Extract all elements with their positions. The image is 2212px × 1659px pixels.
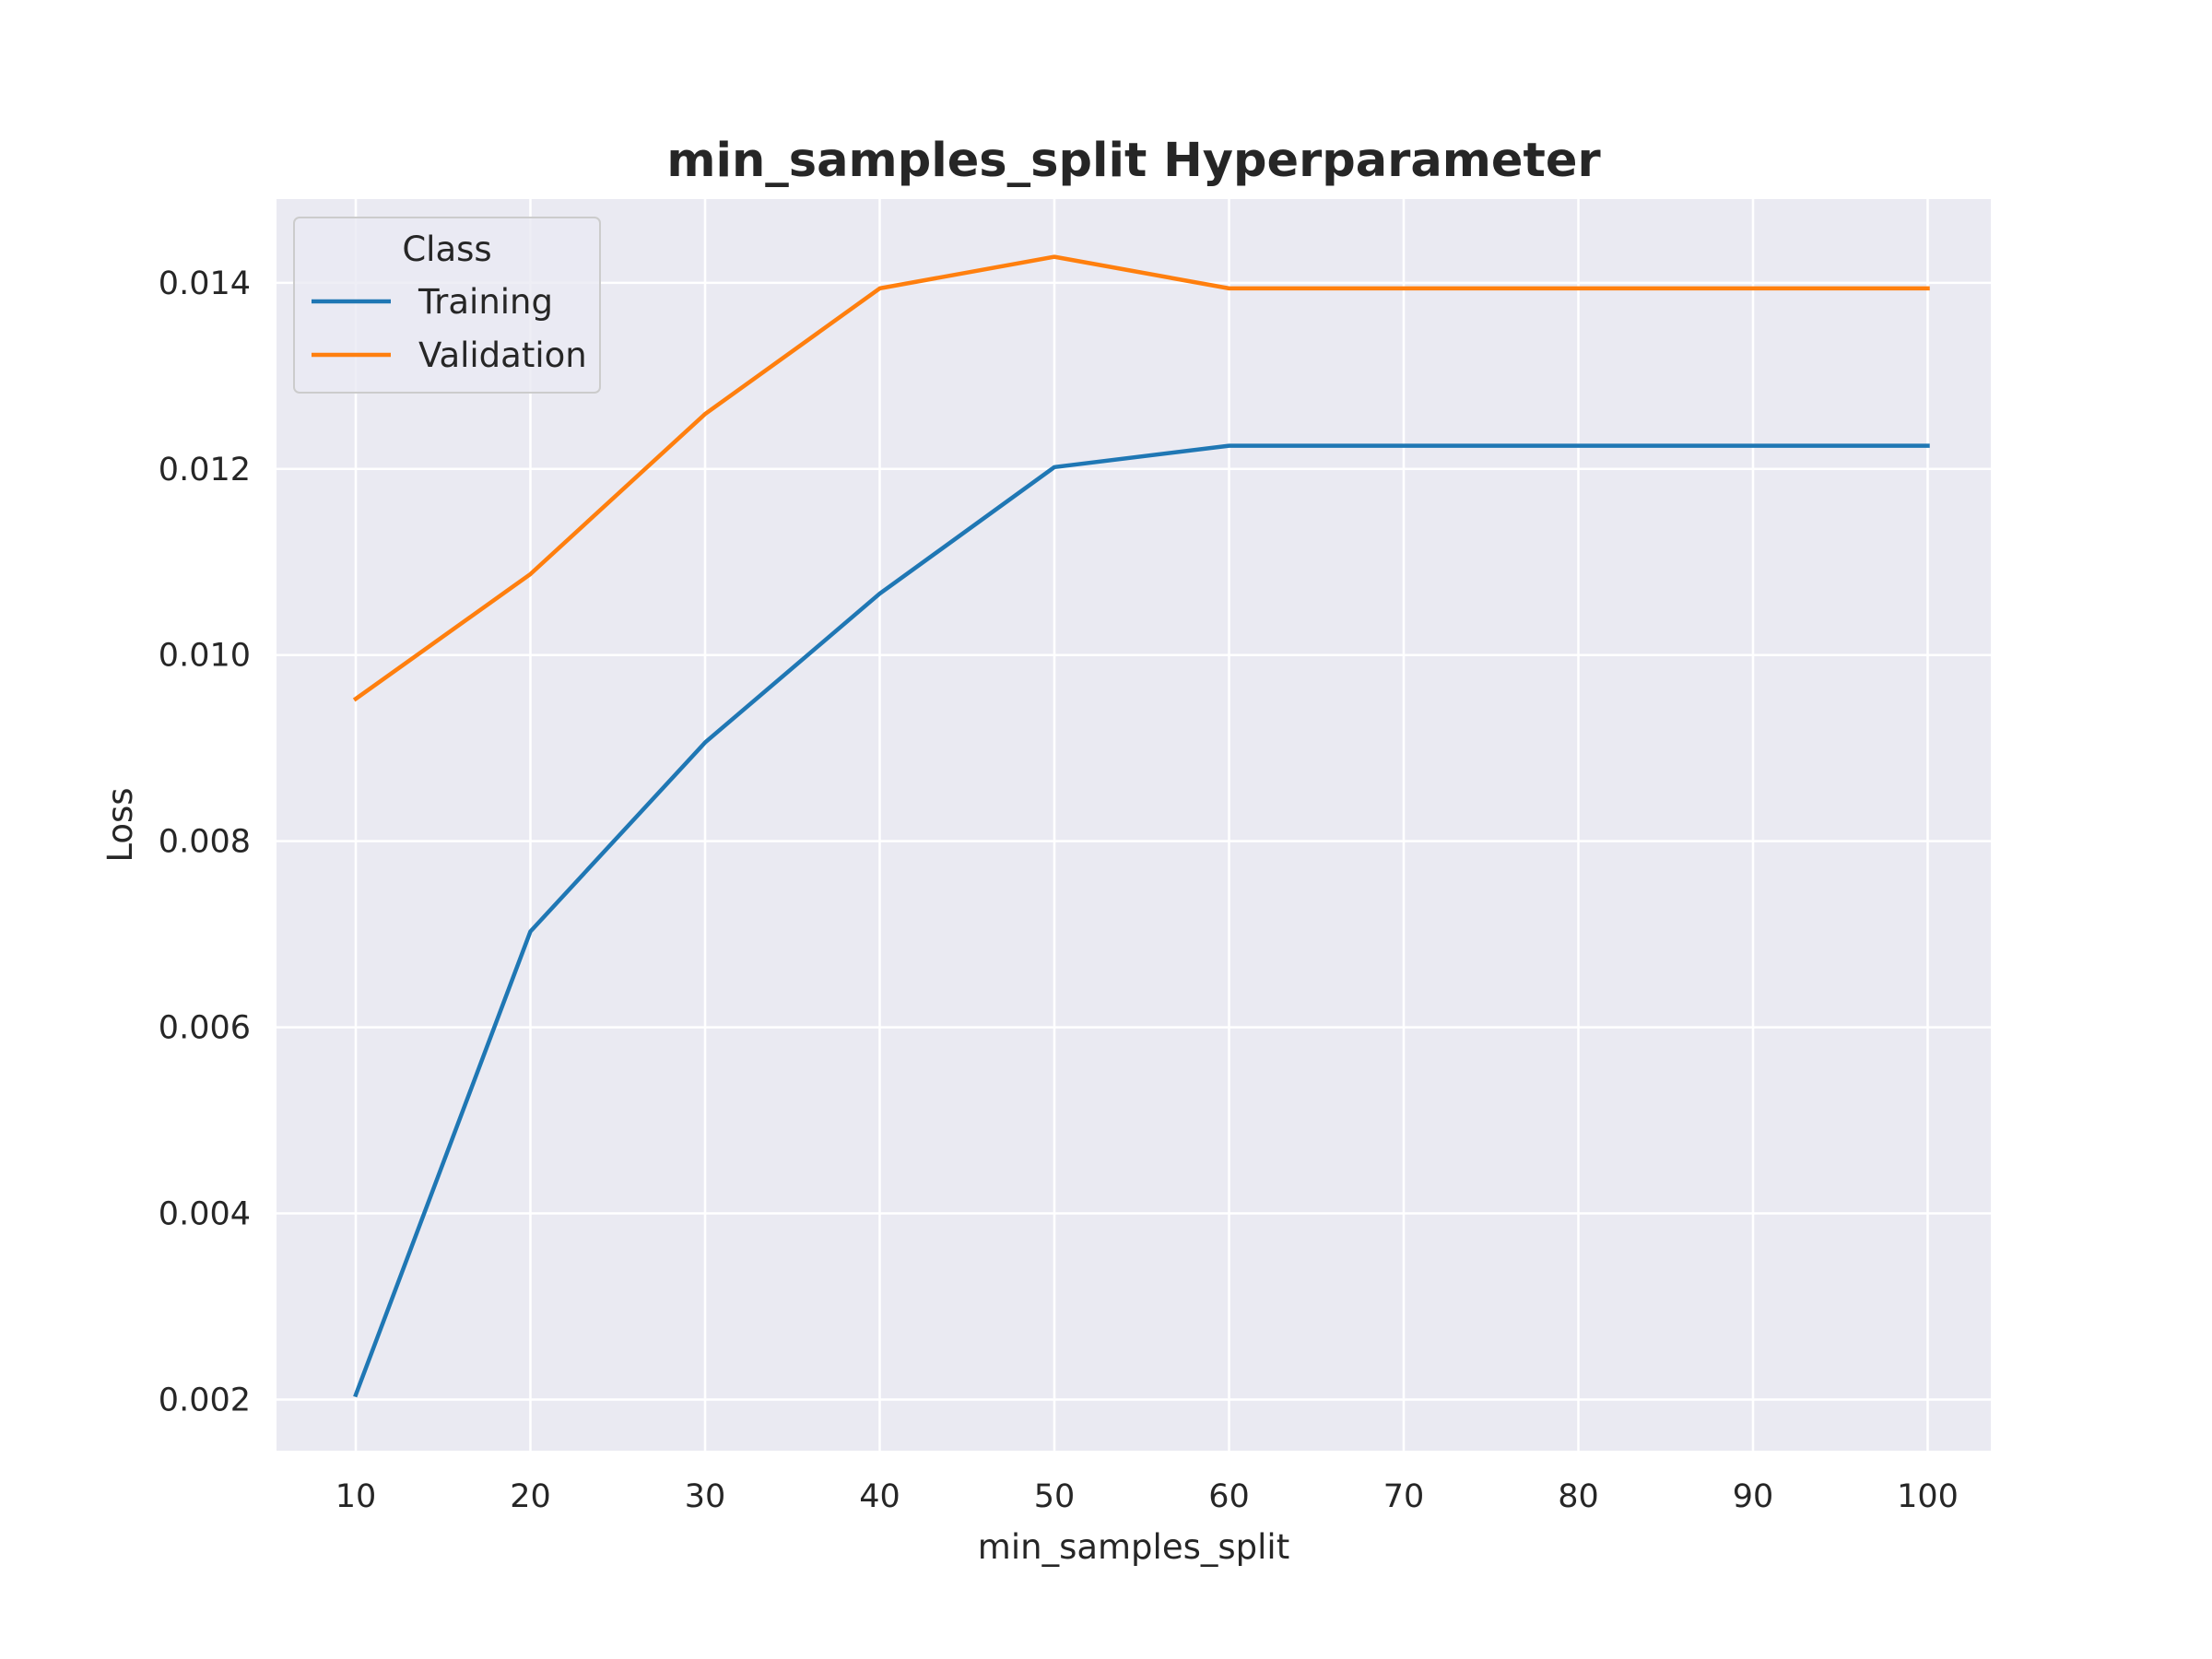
- legend-label-validation: Validation: [418, 335, 587, 375]
- y-tick-label: 0.006: [159, 1010, 251, 1047]
- y-tick-label: 0.014: [159, 265, 251, 302]
- x-tick-label: 100: [1897, 1478, 1959, 1515]
- x-tick-label: 60: [1208, 1478, 1250, 1515]
- legend-label-training: Training: [418, 282, 553, 322]
- x-axis-label: min_samples_split: [978, 1527, 1289, 1567]
- plot-area: [276, 199, 1991, 1451]
- legend-title: Class: [402, 229, 491, 269]
- x-tick-label: 20: [510, 1478, 551, 1515]
- legend: Class Training Validation: [293, 217, 601, 394]
- y-axis-label: Loss: [100, 787, 140, 862]
- x-tick-label: 80: [1558, 1478, 1599, 1515]
- x-tick-label: 30: [685, 1478, 726, 1515]
- series-lines: [352, 254, 1930, 1398]
- legend-box: [293, 217, 601, 394]
- x-tick-label: 70: [1383, 1478, 1425, 1515]
- series-line-training: [353, 443, 1930, 1398]
- y-tick-labels: 0.002 0.004 0.006 0.008 0.010 0.012 0.014: [159, 265, 251, 1419]
- y-tick-label: 0.010: [159, 638, 251, 675]
- gridlines: [276, 199, 1991, 1451]
- y-tick-label: 0.012: [159, 452, 251, 488]
- x-tick-label: 50: [1034, 1478, 1076, 1515]
- x-tick-labels: 10 20 30 40 50 60 70 80 90 100: [335, 1478, 1959, 1515]
- chart-title: min_samples_split Hyperparameter: [666, 134, 1600, 188]
- series-line-validation: [352, 254, 1930, 702]
- y-tick-label: 0.004: [159, 1196, 251, 1233]
- x-tick-label: 10: [335, 1478, 377, 1515]
- x-tick-label: 40: [859, 1478, 900, 1515]
- y-tick-label: 0.008: [159, 824, 251, 861]
- y-tick-label: 0.002: [159, 1382, 251, 1418]
- x-tick-label: 90: [1733, 1478, 1774, 1515]
